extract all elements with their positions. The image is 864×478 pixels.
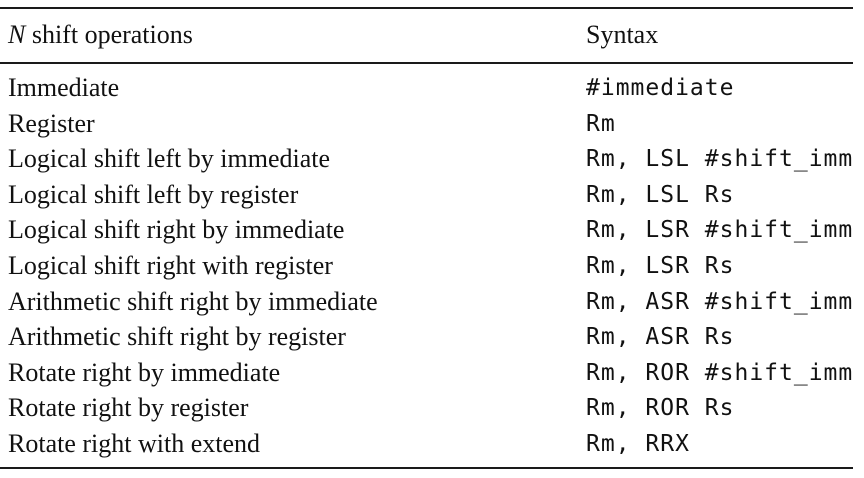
operation-cell: Logical shift right by immediate [8,215,345,245]
operation-cell: Logical shift right with register [8,250,333,280]
syntax-cell: Rm, ROR #shift_imm [586,359,854,386]
table-body: Immediate #immediate Register Rm Logical… [0,70,853,462]
syntax-cell: #immediate [586,75,735,101]
syntax-cell: Rm, RRX [586,430,690,457]
syntax-cell: Rm, LSL Rs [586,181,735,208]
operation-cell: Logical shift left by register [8,179,299,209]
table-bottom-rule [0,467,853,469]
table-row: Rotate right by immediate Rm, ROR #shift… [0,355,853,391]
operation-cell: Rotate right by register [8,393,249,423]
column-header-syntax: Syntax [586,20,659,49]
table-row: Logical shift right with register Rm, LS… [0,248,853,284]
table-row: Arithmetic shift right by register Rm, A… [0,319,853,355]
table-row: Logical shift left by register Rm, LSL R… [0,177,853,213]
operation-cell: Rotate right with extend [8,428,261,458]
column-header-operations-text: shift operations [25,20,193,49]
column-header-n: N [8,20,26,49]
table-row: Logical shift left by immediate Rm, LSL … [0,141,853,177]
table-row: Rotate right by register Rm, ROR Rs [0,390,853,426]
table-header-row: N shift operations Syntax [0,14,853,56]
operation-cell: Immediate [8,73,120,102]
operation-cell: Register [8,108,95,138]
syntax-cell: Rm, ROR Rs [586,395,735,422]
syntax-cell: Rm, LSL #shift_imm [586,146,854,173]
table-row: Register Rm [0,106,853,142]
operation-cell: Arithmetic shift right by immediate [8,286,378,316]
table-row: Immediate #immediate [0,70,853,106]
table-header-rule [0,62,853,64]
syntax-cell: Rm [586,110,616,137]
table-row: Arithmetic shift right by immediate Rm, … [0,284,853,320]
operation-cell: Arithmetic shift right by register [8,322,346,352]
operation-cell: Rotate right by immediate [8,357,281,387]
column-header-operations: N shift operations [8,18,193,52]
table-top-rule [0,7,853,9]
operation-cell: Logical shift left by immediate [8,144,331,174]
table-row: Rotate right with extend Rm, RRX [0,426,853,462]
table-row: Logical shift right by immediate Rm, LSR… [0,212,853,248]
syntax-cell: Rm, LSR Rs [586,252,735,279]
syntax-cell: Rm, ASR #shift_imm [586,288,854,315]
syntax-cell: Rm, LSR #shift_imm [586,217,854,244]
syntax-cell: Rm, ASR Rs [586,324,735,351]
